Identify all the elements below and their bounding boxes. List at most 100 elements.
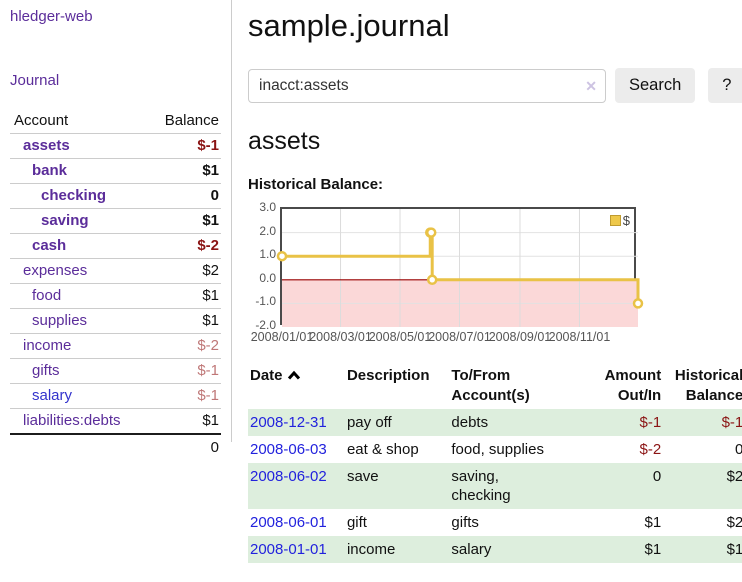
transaction-balance: $2 xyxy=(726,514,742,531)
accounts-total-row: 0 xyxy=(10,433,221,460)
transaction-amount: $1 xyxy=(644,514,662,531)
register-table: Date Description To/From Account(s) Amount … xyxy=(248,363,742,563)
historical-balance-chart: $ 3.0 2.0 1.0 0.0 -1.0 -2.0 2008/01/01 2008/03/… xyxy=(248,200,742,349)
account-name-cell: assets xyxy=(10,133,150,159)
account-link[interactable]: gifts xyxy=(32,362,60,379)
account-name-cell: salary xyxy=(10,383,150,409)
header-label: Amount Out/In xyxy=(604,367,662,404)
transaction-accounts: debts xyxy=(451,414,489,431)
y-axis-tick: 3.0 xyxy=(259,200,276,214)
account-link[interactable]: supplies xyxy=(32,312,88,329)
account-name-cell: income xyxy=(10,333,150,359)
account-name-cell: supplies xyxy=(10,308,150,334)
transaction-row: 2008-06-01 gift gifts $1 $2 xyxy=(248,509,742,536)
transaction-date-link[interactable]: 2008-06-02 xyxy=(250,468,327,485)
account-balance: $1 xyxy=(149,208,221,234)
account-balance: $-1 xyxy=(149,358,221,384)
account-name-cell: food xyxy=(10,283,150,309)
account-balance: $1 xyxy=(149,308,221,334)
search-box: ✕ xyxy=(248,68,606,103)
account-link[interactable]: income xyxy=(23,337,72,354)
transaction-date-cell: 2008-06-03 xyxy=(248,436,345,463)
sidebar-item-journal[interactable]: Journal xyxy=(10,72,60,89)
account-link[interactable]: food xyxy=(32,287,62,304)
header-label: Date xyxy=(250,367,283,384)
account-name-cell: cash xyxy=(10,233,150,259)
clear-search-icon[interactable]: ✕ xyxy=(585,77,597,94)
transaction-accounts: food, supplies xyxy=(451,441,544,458)
accounts-table-header-row: Account Balance xyxy=(10,109,221,134)
account-link[interactable]: cash xyxy=(32,237,67,254)
help-button[interactable]: ? xyxy=(708,68,742,103)
app: hledger-web Journal Account Balance asse… xyxy=(0,0,742,563)
transaction-date-link[interactable]: 2008-12-31 xyxy=(250,414,327,431)
header-label: To/From Account(s) xyxy=(451,367,530,404)
y-axis-tick: -2.0 xyxy=(255,318,276,332)
register-header-amount: Amount Out/In xyxy=(586,363,663,409)
main-content: sample.journal ✕ Search ? assets Histori… xyxy=(232,0,742,563)
legend-swatch-icon xyxy=(609,215,621,226)
account-link[interactable]: salary xyxy=(32,387,73,404)
account-balance: $-2 xyxy=(149,333,221,359)
transaction-amount: $-1 xyxy=(639,414,662,431)
transaction-balance: 0 xyxy=(734,441,742,458)
account-name-cell: expenses xyxy=(10,258,150,284)
account-link[interactable]: saving xyxy=(41,212,89,229)
account-row: gifts $-1 xyxy=(10,358,221,384)
x-axis-tick: 2008/03/01 xyxy=(309,330,372,344)
account-link[interactable]: liabilities:debts xyxy=(23,412,121,429)
sidebar: hledger-web Journal Account Balance asse… xyxy=(0,0,232,460)
account-balance: $1 xyxy=(202,412,219,429)
transaction-date-link[interactable]: 2008-06-03 xyxy=(250,441,327,458)
transaction-accounts: saving, checking xyxy=(451,468,511,504)
account-row: food $1 xyxy=(10,283,221,309)
legend-label: $ xyxy=(622,213,630,228)
app-title-link[interactable]: hledger-web xyxy=(10,8,93,25)
account-row: checking 0 xyxy=(10,183,221,209)
search-input[interactable] xyxy=(248,68,606,103)
transaction-amount: $-2 xyxy=(639,441,662,458)
account-link[interactable]: assets xyxy=(23,137,70,154)
account-name-cell: checking xyxy=(10,183,150,209)
account-balance: $-1 xyxy=(149,383,221,409)
transaction-accounts: gifts xyxy=(451,514,479,531)
balance-column-header: Balance xyxy=(149,109,221,134)
accounts-total-value: 0 xyxy=(149,433,221,460)
transaction-date-link[interactable]: 2008-01-01 xyxy=(250,541,327,558)
account-row: supplies $1 xyxy=(10,308,221,334)
register-header-row: Date Description To/From Account(s) Amount … xyxy=(248,363,742,409)
account-heading: assets xyxy=(248,127,321,155)
y-axis-tick: 2.0 xyxy=(259,223,276,238)
register-header-historical: Historical Balance xyxy=(663,363,742,409)
header-label: Historical Balance xyxy=(674,367,742,404)
transaction-date-link[interactable]: 2008-06-01 xyxy=(250,514,327,531)
account-name-cell: liabilities:debts xyxy=(10,409,149,435)
sort-ascending-icon xyxy=(287,370,300,380)
spacer xyxy=(10,433,150,460)
search-button[interactable]: Search xyxy=(615,68,696,103)
register-table-body: 2008-12-31 pay off debts $-1 $-1 2008-06-03 ea… xyxy=(248,409,742,563)
x-axis-tick: 2008/01/01 xyxy=(250,330,314,344)
account-name-cell: bank xyxy=(10,158,150,184)
x-axis-tick: 2008/05/01 xyxy=(368,330,432,344)
transaction-balance: $-1 xyxy=(721,414,742,431)
account-row: bank $1 xyxy=(10,158,221,184)
x-axis-tick: 2008/11/01 xyxy=(548,330,611,344)
account-balance: $2 xyxy=(149,258,221,284)
account-row: saving $1 xyxy=(10,208,221,234)
transaction-row: 2008-06-02 save saving, checking 0 $2 xyxy=(248,463,742,509)
account-balance: $-1 xyxy=(149,133,221,159)
account-link[interactable]: expenses xyxy=(23,262,88,279)
account-balance: 0 xyxy=(149,183,221,209)
chart-legend: $ xyxy=(607,212,632,229)
account-row: assets $-1 xyxy=(10,133,221,159)
transaction-accounts: salary xyxy=(451,541,492,558)
register-header-date[interactable]: Date xyxy=(248,363,345,409)
account-link[interactable]: checking xyxy=(41,187,107,204)
account-name-cell: gifts xyxy=(10,358,150,384)
account-link[interactable]: bank xyxy=(32,162,68,179)
search-bar: ✕ Search ? xyxy=(248,68,742,103)
transaction-date-cell: 2008-01-01 xyxy=(248,536,345,563)
transaction-balance: $1 xyxy=(726,541,742,558)
transaction-amount: 0 xyxy=(652,468,662,485)
